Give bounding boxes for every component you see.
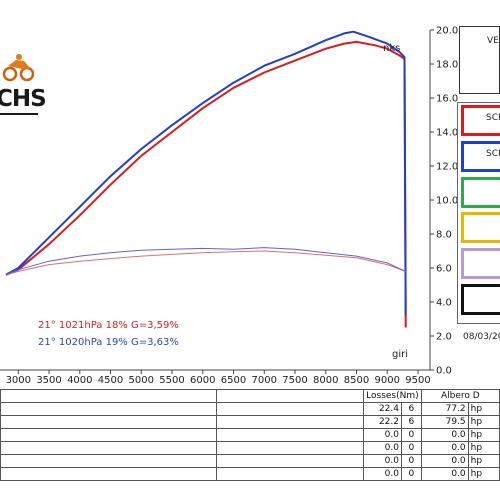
y-tick-label: 16.0: [436, 94, 458, 105]
power-value: 79.5: [420, 415, 469, 429]
table-row: 0.0 0 0.0 hp: [0, 428, 500, 442]
series-line-1: [5, 40, 407, 328]
loss-value: 0.0: [363, 428, 402, 442]
loss-value: 0.0: [363, 467, 402, 481]
y-tick-label: 18.0: [436, 60, 458, 71]
y-tick-label: 4.0: [436, 298, 452, 309]
power-value: 0.0: [420, 441, 469, 455]
legend-entry-label: SCR: [486, 149, 500, 159]
legend-entry-5: [461, 248, 500, 279]
x-tick-label: 3000: [6, 375, 31, 386]
power-value: 0.0: [420, 428, 469, 442]
blank-cell: [215, 428, 365, 442]
results-table: Losses(Nm) Albero D 22.4 6 77.2 hp 22.2 6 79.5…: [0, 389, 500, 481]
x-axis-end-label: giri: [392, 349, 408, 360]
loss-count: 6: [401, 402, 422, 416]
blank-cell: [215, 454, 365, 468]
y-tick-label: 6.0: [436, 264, 452, 275]
x-tick-label: 4000: [67, 375, 92, 386]
conditions-run-2: 21° 1020hPa 19% G=3,63%: [38, 337, 179, 348]
x-tick-label: 5000: [129, 375, 154, 386]
blank-cell: [0, 415, 217, 429]
legend-header-box: [459, 26, 500, 94]
blank-cell: [0, 402, 217, 416]
power-unit: hp: [467, 415, 500, 429]
x-tick-label: 3500: [36, 375, 61, 386]
x-tick-label: 7000: [252, 375, 277, 386]
power-unit: hp: [467, 441, 500, 455]
legend-entry-4: [461, 212, 500, 243]
power-unit: hp: [467, 467, 500, 481]
power-unit: hp: [467, 428, 500, 442]
x-tick-label: 4500: [98, 375, 123, 386]
legend-entry-6: [461, 284, 500, 315]
brand-logo-text: CHS: [0, 86, 47, 112]
blank-cell: [215, 415, 365, 429]
table-row: 0.0 0 0.0 hp: [0, 441, 500, 455]
conditions-run-1: 21° 1021hPa 18% G=3,59%: [38, 320, 179, 331]
legend-entry-2: [461, 141, 500, 172]
x-tick-label: 9500: [405, 375, 430, 386]
y-tick-label: 0.0: [436, 366, 452, 377]
x-tick-label: 8000: [313, 375, 338, 386]
x-tick-label: 7500: [282, 375, 307, 386]
y-tick-label: 20.0: [436, 26, 458, 37]
power-value: 0.0: [420, 454, 469, 468]
motorcycle-logo-icon: [2, 52, 35, 86]
loss-value: 22.2: [363, 415, 402, 429]
power-value: 77.2: [420, 402, 469, 416]
albero-header: Albero D: [420, 389, 500, 403]
dyno-chart: 3000 3500 4000 4500 5000 5500 6000 6500 7000 7500…: [0, 26, 458, 386]
blank-cell: [0, 428, 217, 442]
blank-cell: [0, 467, 217, 481]
losses-header: Losses(Nm): [363, 389, 422, 403]
loss-count: 0: [401, 441, 422, 455]
legend-title: VEC: [487, 36, 500, 46]
blank-cell: [215, 441, 365, 455]
power-unit: hp: [467, 402, 500, 416]
legend-entry-label: SCR: [486, 113, 500, 123]
x-tick-label: 8500: [344, 375, 369, 386]
series-line-4: [5, 247, 406, 276]
right-axis-end-label: nks: [383, 43, 400, 54]
table-row: 0.0 0 0.0 hp: [0, 467, 500, 481]
blank-cell: [0, 454, 217, 468]
power-unit: hp: [467, 454, 500, 468]
legend-entry-1: [461, 105, 500, 136]
y-tick-label: 2.0: [436, 332, 452, 343]
x-tick-label: 6000: [190, 375, 215, 386]
legend-entry-3: [461, 177, 500, 208]
blank-cell: [0, 441, 217, 455]
loss-count: 0: [401, 467, 422, 481]
loss-value: 0.0: [363, 454, 402, 468]
power-value: 0.0: [420, 467, 469, 481]
test-date: 08/03/20: [463, 332, 500, 342]
table-row: 22.2 6 79.5 hp: [0, 415, 500, 429]
y-tick-label: 10.0: [436, 196, 458, 207]
blank-cell: [215, 467, 365, 481]
loss-count: 0: [401, 428, 422, 442]
table-header-row: Losses(Nm) Albero D: [0, 389, 500, 403]
y-tick-label: 12.0: [436, 162, 458, 173]
series-line-2: [5, 30, 407, 316]
loss-value: 22.4: [363, 402, 402, 416]
y-tick-label: 8.0: [436, 230, 452, 241]
loss-value: 0.0: [363, 441, 402, 455]
table-row: 0.0 0 0.0 hp: [0, 454, 500, 468]
table-row: 22.4 6 77.2 hp: [0, 402, 500, 416]
logo-underline: [0, 113, 38, 115]
loss-count: 0: [401, 454, 422, 468]
x-tick-label: 5500: [159, 375, 184, 386]
x-tick-label: 6500: [221, 375, 246, 386]
y-tick-label: 14.0: [436, 128, 458, 139]
series-line-3: [5, 250, 406, 276]
x-tick-label: 9000: [375, 375, 400, 386]
blank-cell: [215, 402, 365, 416]
loss-count: 6: [401, 415, 422, 429]
